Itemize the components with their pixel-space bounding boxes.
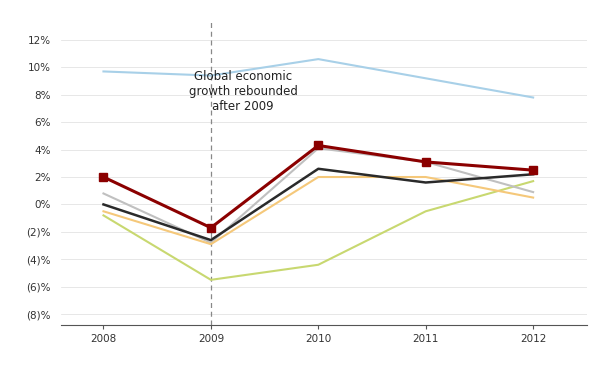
Text: Global economic
growth rebounded
after 2009: Global economic growth rebounded after 2… <box>189 70 298 113</box>
Text: Figure 4. Global GDP Growth and the GDP Growth of the Top Five Economies: Figure 4. Global GDP Growth and the GDP … <box>5 10 512 23</box>
